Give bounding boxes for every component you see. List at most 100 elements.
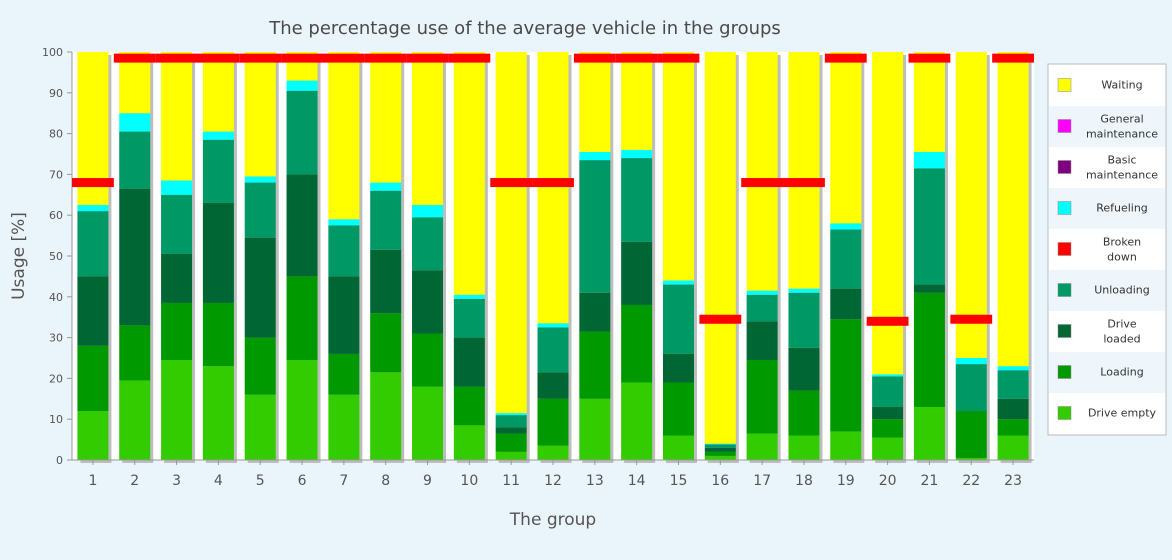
bar-segment-loading: [328, 353, 360, 395]
bar-segment-refueling: [202, 131, 234, 140]
bar-segment-loading: [453, 386, 485, 426]
bar-segment-drive-loaded: [495, 427, 527, 434]
bar-segment-drive-empty: [495, 451, 527, 460]
bar-segment-drive-loaded: [202, 202, 234, 303]
bar-segment-loading: [830, 319, 862, 432]
broken-down-marker: [699, 314, 742, 324]
bar-segment-unloading: [830, 229, 862, 289]
legend-swatch-broken-down: [1057, 242, 1072, 256]
bar-segment-drive-empty: [621, 382, 653, 460]
bar-segment-waiting: [370, 52, 402, 183]
legend-label-loading: Loading: [1100, 366, 1143, 379]
broken-down-marker: [364, 53, 407, 63]
bar-segment-drive-empty: [77, 411, 109, 460]
bar-segment-unloading: [746, 294, 778, 322]
bar-segment-drive-loaded: [453, 337, 485, 387]
x-tick-label: 5: [256, 473, 265, 489]
legend-swatch-general-maintenance: [1057, 119, 1072, 133]
bar-segment-drive-loaded: [872, 406, 904, 420]
bar-segment-drive-empty: [913, 406, 945, 460]
legend-swatch-unloading: [1057, 283, 1072, 297]
bar-segment-drive-empty: [370, 372, 402, 460]
bar-segment-unloading: [579, 160, 611, 293]
broken-down-marker: [322, 53, 365, 63]
bar-segment-loading: [244, 337, 276, 395]
bar-segment-drive-empty: [997, 435, 1029, 460]
bar-segment-refueling: [621, 149, 653, 159]
legend-label-refueling: Refueling: [1096, 202, 1148, 215]
bar-segment-loading: [161, 302, 193, 361]
bar-segment-refueling: [997, 366, 1029, 371]
y-tick-label: 20: [49, 372, 63, 385]
bar-segment-waiting: [662, 52, 694, 281]
y-tick-label: 100: [42, 46, 63, 59]
broken-down-marker: [197, 53, 240, 63]
broken-down-marker: [950, 314, 993, 324]
bar-segment-refueling: [286, 80, 318, 91]
x-tick-label: 21: [921, 473, 939, 489]
bar-segment-refueling: [77, 205, 109, 212]
legend-swatch-waiting: [1057, 78, 1072, 92]
x-tick-label: 16: [711, 473, 729, 489]
chart-title: The percentage use of the average vehicl…: [268, 18, 781, 39]
bar-segment-drive-loaded: [788, 347, 820, 391]
bar-segment-loading: [286, 276, 318, 361]
bar-segment-loading: [662, 382, 694, 436]
legend: Waiting General maintenance Basic maintenanc…: [1047, 63, 1167, 436]
bar-segment-unloading: [704, 444, 736, 448]
bar-segment-waiting: [913, 52, 945, 152]
legend-label-basic-maintenance: Basic maintenance: [1086, 154, 1158, 182]
bar-segment-unloading: [955, 364, 987, 412]
bar-segment-refueling: [704, 443, 736, 445]
bar-segment-drive-empty: [412, 386, 444, 460]
bar-segment-drive-empty: [662, 435, 694, 460]
x-tick-label: 2: [130, 473, 139, 489]
broken-down-marker: [239, 53, 282, 63]
bar-segment-unloading: [788, 292, 820, 348]
bar-segment-loading: [370, 313, 402, 373]
broken-down-marker: [783, 178, 825, 188]
bar-segment-refueling: [788, 288, 820, 293]
bar-segment-refueling: [579, 151, 611, 161]
broken-down-marker: [615, 53, 658, 63]
x-axis-label: The group: [509, 510, 596, 530]
broken-down-marker: [490, 178, 533, 188]
bar-segment-drive-loaded: [370, 249, 402, 314]
x-tick-label: 12: [544, 473, 562, 489]
bar-segment-loading: [579, 331, 611, 399]
bar-segment-unloading: [119, 131, 151, 189]
broken-down-marker: [155, 53, 198, 63]
x-tick-label: 22: [962, 473, 980, 489]
bar-segment-waiting: [328, 52, 360, 220]
bar-segment-refueling: [955, 358, 987, 365]
bar-segment-loading: [202, 302, 234, 367]
bar-segment-waiting: [579, 52, 611, 152]
legend-swatch-basic-maintenance: [1057, 160, 1072, 174]
bar-segment-waiting: [537, 52, 569, 324]
bar-segment-unloading: [453, 298, 485, 338]
bar-segment-refueling: [872, 374, 904, 377]
legend-swatch-refueling: [1057, 201, 1072, 215]
y-tick-label: 50: [49, 250, 63, 263]
x-tick-label: 19: [837, 473, 855, 489]
bar-segment-drive-loaded: [913, 284, 945, 293]
bar-segment-loading: [997, 419, 1029, 436]
bar-segment-waiting: [202, 52, 234, 132]
bar-segment-drive-empty: [704, 455, 736, 460]
bar-segment-loading: [913, 292, 945, 407]
x-tick-label: 4: [214, 473, 223, 489]
legend-swatch-drive-loaded: [1057, 324, 1072, 338]
broken-down-marker: [448, 53, 491, 63]
bar-segment-drive-loaded: [537, 372, 569, 399]
broken-down-marker: [573, 53, 616, 63]
bar-segment-drive-empty: [537, 445, 569, 460]
x-tick-label: 6: [298, 473, 307, 489]
bar-segment-refueling: [913, 151, 945, 169]
x-tick-label: 8: [381, 473, 390, 489]
bar-segment-drive-loaded: [412, 270, 444, 334]
bar-segment-unloading: [872, 376, 904, 407]
bar-segment-drive-empty: [788, 435, 820, 460]
bar-segment-drive-empty: [746, 433, 778, 460]
